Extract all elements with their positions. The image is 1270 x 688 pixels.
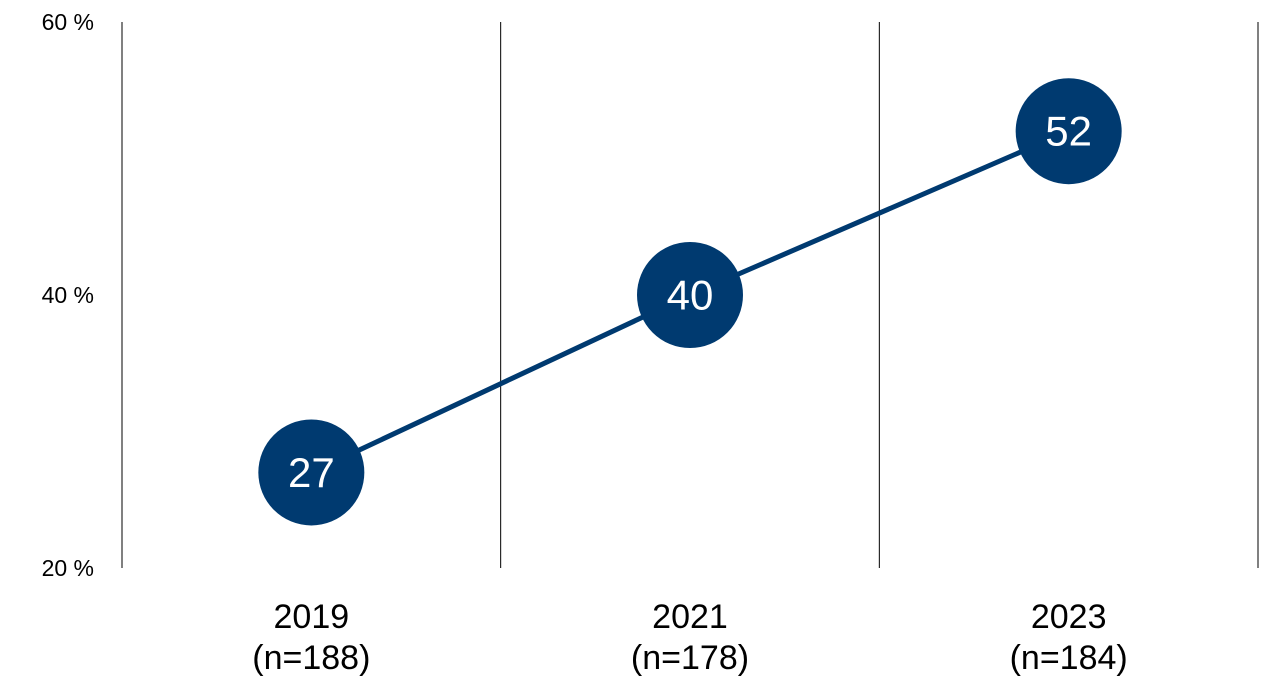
y-tick-label: 60 %: [42, 9, 94, 35]
x-axis-labels: 2019 (n=188) 2021 (n=178) 2023 (n=184): [252, 598, 1127, 677]
data-label: 40: [667, 272, 714, 319]
x-category-label: 2023 (n=184): [1010, 598, 1128, 677]
y-tick-label: 20 %: [42, 555, 94, 581]
data-label: 52: [1045, 108, 1092, 155]
x-category-label: 2021 (n=178): [631, 598, 749, 677]
data-label: 27: [288, 449, 335, 496]
y-axis-ticks: 20 % 40 % 60 %: [42, 9, 94, 581]
category-separators: [121, 22, 1259, 568]
series-layer: 27 40 52: [258, 78, 1122, 526]
data-point-marker: [258, 419, 365, 526]
y-tick-label: 40 %: [42, 282, 94, 308]
data-point-marker: [1015, 78, 1122, 185]
data-point-marker: [637, 242, 743, 348]
x-category-label: 2019 (n=188): [252, 598, 370, 677]
